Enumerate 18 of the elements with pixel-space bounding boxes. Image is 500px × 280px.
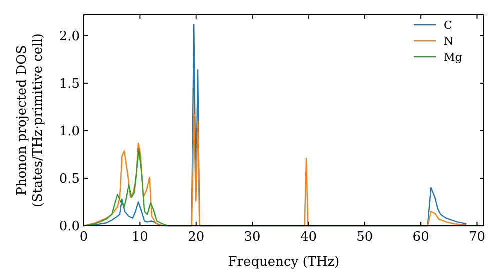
x-tick-label: 20 [188, 230, 205, 245]
legend-label: N [444, 34, 454, 48]
y-axis-title: Phonon projected DOS (States/THz·primitive cell) [15, 33, 46, 208]
x-tick-label: 30 [244, 230, 261, 245]
y-tick-label: 0.5 [59, 172, 80, 188]
y-tick-label: 1.0 [59, 124, 80, 140]
x-tick-label: 70 [468, 230, 486, 245]
x-tick-label: 40 [300, 230, 317, 245]
x-tick-label: 60 [412, 230, 430, 245]
x-tick-label: 0 [80, 230, 88, 245]
y-tick-label: 1.5 [59, 76, 80, 92]
y-tick-label: 0.0 [59, 220, 80, 235]
y-tick-label: 2.0 [59, 29, 80, 44]
legend-label: Mg [444, 50, 462, 64]
legend-label: C [444, 18, 452, 32]
x-axis-title: Frequency (THz) [228, 255, 340, 270]
x-tick-label: 10 [132, 230, 148, 245]
x-tick-label: 50 [356, 230, 374, 245]
